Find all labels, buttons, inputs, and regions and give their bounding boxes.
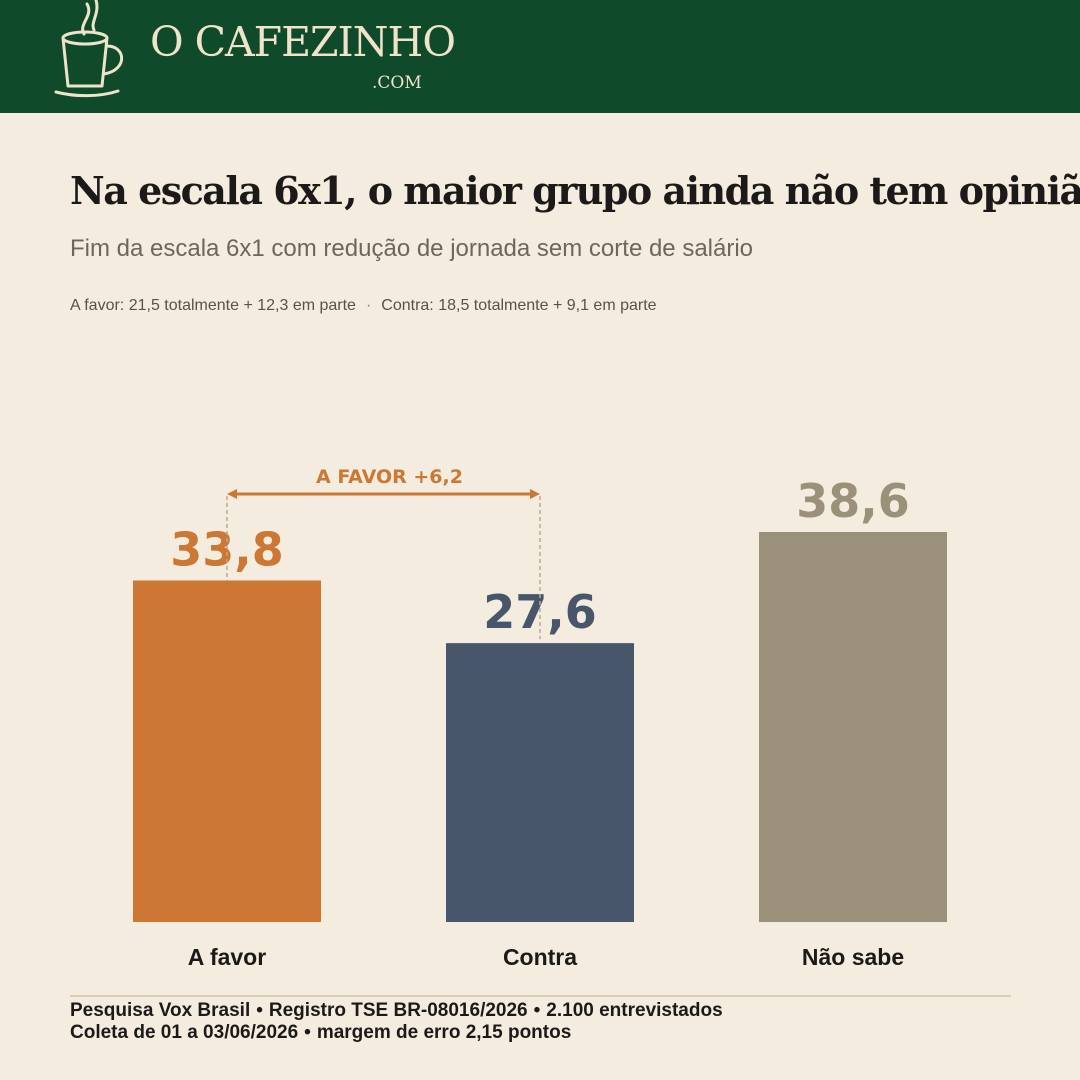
bar-contra (446, 643, 634, 922)
footer-dates: Coleta de 01 a 03/06/2026 (70, 1022, 299, 1043)
bar-nao-sabe (759, 532, 947, 922)
annotation-arrowhead-left (227, 489, 237, 499)
annotation-label: A FAVOR +6,2 (316, 466, 463, 488)
value-label-nao-sabe: 38,6 (796, 474, 910, 528)
footer-margin: margem de erro 2,15 pontos (316, 1022, 572, 1043)
header-bar: O CAFEZINHO .COM (0, 0, 1080, 113)
chart-subtitle: Fim da escala 6x1 com redução de jornada… (70, 235, 754, 262)
brand-name: O CAFEZINHO (150, 18, 456, 66)
footer-source-name: Pesquisa Vox Brasil (70, 1000, 251, 1021)
footer-separator: • (533, 1000, 541, 1021)
footer-line-2: Coleta de 01 a 03/06/2026 • margem de erro… (70, 1022, 723, 1044)
coffee-cup-icon (54, 0, 123, 98)
footer-registry: Registro TSE BR-08016/2026 (268, 1000, 528, 1021)
breakdown-separator: · (365, 297, 372, 314)
annotation-arrowhead-right (530, 489, 540, 499)
footer-divider (70, 995, 1011, 997)
footer-separator: • (304, 1022, 311, 1043)
footer-line-1: Pesquisa Vox Brasil • Registro TSE BR-0801… (70, 1000, 723, 1022)
category-label-nao-sabe: Não sabe (802, 944, 904, 970)
category-label-contra: Contra (503, 944, 577, 970)
brand-domain: .COM (372, 73, 422, 93)
breakdown-favor: A favor: 21,5 totalmente + 12,3 em parte (70, 297, 356, 314)
bar-a-favor (133, 580, 321, 922)
footer-source: Pesquisa Vox Brasil • Registro TSE BR-0801… (70, 1000, 723, 1044)
chart-title: Na escala 6x1, o maior grupo ainda não t… (70, 168, 1080, 213)
breakdown-contra: Contra: 18,5 totalmente + 9,1 em parte (381, 297, 657, 314)
breakdown-note: A favor: 21,5 totalmente + 12,3 em parte… (70, 297, 657, 315)
footer-separator: • (256, 1000, 263, 1021)
category-label-a-favor: A favor (188, 944, 266, 970)
footer-sample: 2.100 entrevistados (546, 1000, 723, 1021)
